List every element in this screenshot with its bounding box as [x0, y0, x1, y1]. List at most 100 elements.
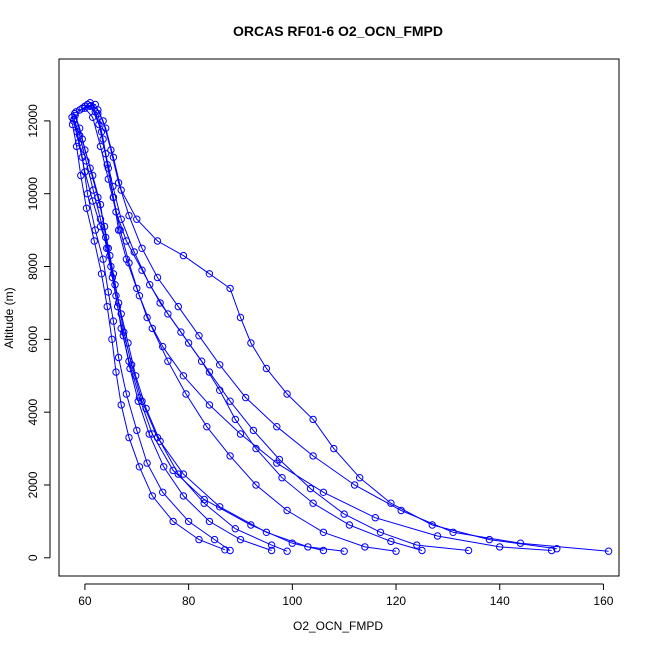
data-point — [76, 131, 84, 140]
data-point — [117, 401, 125, 409]
data-point — [184, 517, 193, 526]
data-point — [125, 433, 133, 442]
data-point — [345, 521, 354, 529]
y-tick-label: 4000 — [26, 398, 40, 425]
y-tick-label: 2000 — [26, 471, 40, 498]
series-line-7 — [72, 124, 226, 551]
data-point — [111, 281, 119, 289]
data-point — [153, 237, 162, 245]
data-point — [142, 404, 150, 413]
data-point — [108, 273, 117, 282]
series-line-6 — [89, 102, 557, 550]
data-point — [103, 302, 111, 311]
data-point — [159, 488, 167, 496]
data-point — [205, 401, 214, 409]
data-point — [134, 397, 143, 405]
data-point — [106, 251, 114, 260]
x-axis-label: O2_OCN_FMPD — [293, 619, 383, 633]
data-point — [113, 302, 122, 311]
data-point — [547, 546, 556, 555]
data-point — [72, 142, 81, 151]
data-point — [78, 104, 87, 112]
data-point — [133, 284, 141, 293]
data-point — [216, 361, 224, 369]
data-point — [96, 222, 105, 231]
data-point — [133, 215, 141, 223]
data-point — [138, 266, 146, 274]
data-point — [278, 474, 286, 482]
data-point — [72, 108, 80, 116]
data-point — [356, 474, 364, 482]
data-point — [275, 455, 284, 464]
data-point — [210, 535, 219, 544]
data-point — [340, 547, 348, 555]
data-point — [273, 423, 281, 431]
data-point — [428, 521, 436, 529]
data-point — [109, 317, 118, 325]
x-tick-label: 140 — [490, 594, 510, 608]
data-point — [195, 332, 203, 340]
data-point — [77, 171, 85, 180]
data-point — [125, 259, 133, 267]
data-point — [99, 117, 107, 125]
data-point — [182, 390, 190, 398]
data-point — [112, 368, 120, 376]
x-tick-label: 100 — [282, 594, 302, 608]
x-axis: 60 80 100 120 140 160 — [78, 583, 614, 608]
data-point — [116, 226, 124, 234]
data-point — [127, 361, 136, 369]
data-point — [135, 292, 144, 300]
data-point — [114, 353, 123, 362]
data-point — [109, 153, 118, 162]
data-point — [91, 108, 100, 116]
data-point — [252, 481, 260, 489]
data-point — [449, 528, 457, 536]
data-point — [236, 313, 245, 322]
data-point — [226, 452, 234, 460]
data-point — [392, 547, 400, 555]
data-point — [100, 222, 109, 231]
data-point — [179, 251, 188, 260]
data-point — [132, 372, 140, 380]
data-point — [109, 193, 118, 202]
data-point — [304, 543, 312, 551]
data-point — [371, 514, 379, 522]
data-point — [267, 546, 276, 555]
x-tick-label: 60 — [78, 594, 92, 608]
data-point — [126, 364, 134, 373]
data-point — [288, 539, 296, 547]
data-point — [97, 270, 106, 278]
data-point — [146, 281, 154, 289]
data-point — [117, 186, 125, 194]
data-point — [319, 528, 328, 536]
data-point — [247, 521, 255, 529]
data-point — [231, 415, 240, 424]
data-point — [86, 164, 94, 172]
data-point — [108, 335, 116, 343]
data-point — [205, 517, 214, 526]
series-line-11 — [73, 118, 272, 551]
data-point — [205, 270, 214, 278]
data-point — [387, 499, 395, 507]
data-point — [184, 339, 193, 347]
data-point — [119, 332, 128, 340]
data-point — [433, 532, 442, 540]
y-tick-label: 0 — [26, 554, 40, 561]
data-point — [133, 426, 141, 435]
data-point — [306, 484, 315, 493]
data-point — [164, 310, 172, 318]
data-point — [231, 525, 240, 533]
data-point — [376, 528, 385, 536]
x-tick-label: 160 — [593, 594, 613, 608]
data-point — [99, 255, 107, 263]
series-line-5 — [75, 107, 423, 551]
data-point — [340, 510, 348, 518]
data-point — [90, 237, 99, 245]
data-point — [177, 328, 185, 336]
data-point — [387, 537, 395, 546]
data-point — [226, 397, 234, 405]
data-point — [179, 470, 188, 478]
data-point — [464, 546, 473, 555]
data-point — [81, 168, 89, 176]
